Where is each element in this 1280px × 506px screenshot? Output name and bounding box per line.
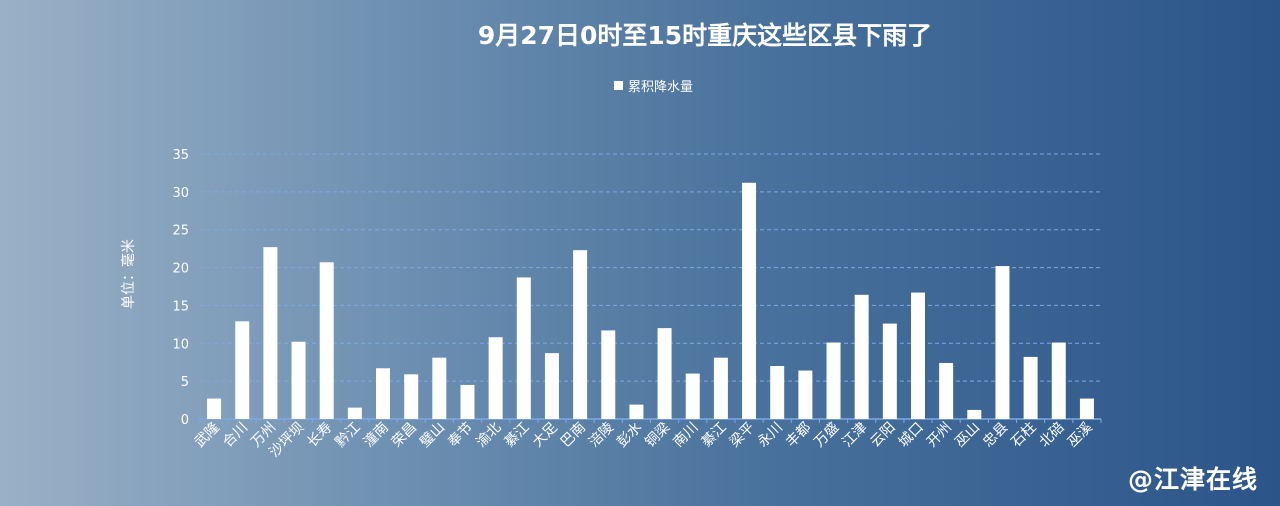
bar	[1023, 356, 1038, 419]
x-tick-label: 涪陵	[586, 420, 617, 451]
bar	[1079, 398, 1094, 419]
y-tick-label: 10	[172, 337, 189, 352]
bar	[488, 337, 503, 419]
x-tick-label: 梁平	[727, 420, 758, 451]
y-tick-label: 35	[172, 148, 189, 163]
x-tick-label: 北碚	[1036, 420, 1067, 451]
bar	[854, 294, 869, 419]
bar	[657, 328, 672, 419]
bar	[573, 250, 588, 419]
chart-title: 9月27日0时至15时重庆这些区县下雨了	[477, 21, 933, 50]
x-tick-label: 南川	[670, 420, 701, 451]
bar	[685, 373, 700, 419]
bar	[235, 321, 250, 419]
bar	[601, 330, 616, 419]
x-tick-label: 云阳	[868, 420, 899, 451]
legend: 累积降水量	[614, 76, 693, 95]
bar	[882, 323, 897, 419]
bar	[1051, 342, 1066, 419]
x-tick-label: 武隆	[192, 420, 223, 451]
x-tick-label: 永川	[755, 420, 786, 451]
x-tick-label: 潼南	[360, 419, 392, 451]
bar	[263, 247, 278, 419]
x-tick-label: 巫山	[952, 420, 983, 451]
bar	[939, 362, 954, 419]
bar	[544, 353, 559, 419]
x-tick-label: 巫溪	[1065, 420, 1096, 451]
x-tick-label: 黔江	[333, 420, 364, 451]
bar	[404, 374, 419, 419]
y-tick-label: 30	[172, 186, 189, 201]
x-tick-label: 大足	[530, 420, 561, 451]
bar	[432, 357, 447, 419]
bar	[629, 404, 644, 419]
x-tick-label: 綦江	[502, 420, 533, 451]
bar	[826, 342, 841, 419]
x-tick-label: 丰都	[783, 420, 814, 451]
legend-swatch	[614, 81, 623, 90]
bar	[995, 266, 1010, 419]
x-tick-label: 石柱	[1008, 420, 1039, 451]
bar	[376, 368, 391, 419]
watermark: @江津在线	[1127, 465, 1258, 494]
x-tick-label: 璧山	[416, 419, 448, 451]
bar	[207, 398, 222, 419]
bar	[798, 370, 813, 419]
x-tick-label: 綦江	[699, 420, 730, 451]
x-tick-label: 忠县	[980, 420, 1011, 451]
bar	[516, 277, 531, 419]
x-tick-label: 长寿	[304, 419, 336, 451]
bar	[742, 182, 757, 419]
bar	[770, 366, 785, 419]
bar	[910, 292, 925, 419]
y-tick-label: 20	[172, 262, 189, 277]
x-tick-label: 彭水	[614, 420, 645, 451]
x-tick-label: 城口	[896, 420, 927, 451]
x-tick-label: 铜梁	[642, 420, 673, 451]
x-tick-label: 江津	[839, 420, 870, 451]
bar	[347, 407, 362, 419]
x-tick-label: 渝北	[473, 420, 504, 451]
x-tick-label: 荣昌	[389, 420, 420, 451]
x-tick-label: 巴南	[558, 420, 589, 451]
y-tick-label: 5	[181, 375, 189, 390]
y-tick-label: 0	[181, 413, 189, 428]
bar	[291, 341, 306, 419]
legend-label: 累积降水量	[628, 80, 694, 95]
y-tick-label: 15	[172, 299, 189, 314]
x-tick-label: 奉节	[445, 420, 476, 451]
y-tick-label: 25	[172, 224, 189, 239]
x-tick-label: 合川	[220, 420, 251, 451]
x-tick-label: 开州	[924, 420, 955, 451]
bar	[460, 384, 475, 419]
bar	[713, 357, 728, 419]
bar	[967, 409, 982, 419]
bar	[319, 262, 334, 419]
x-tick-label: 万盛	[811, 420, 842, 451]
